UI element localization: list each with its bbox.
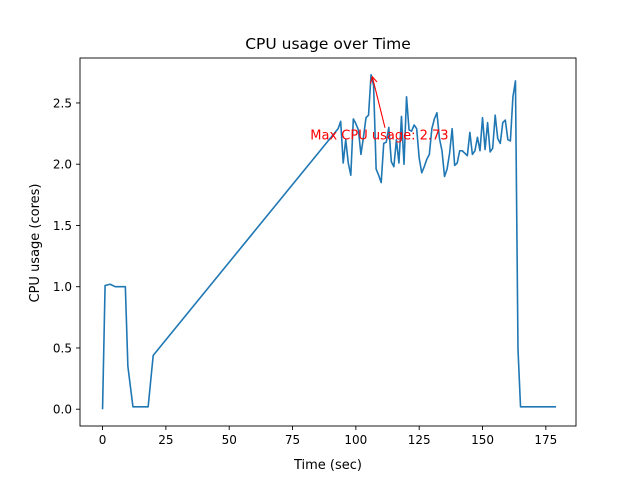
annotation-arrowhead [369, 75, 378, 84]
x-tick-label: 150 [471, 433, 494, 447]
x-tick-label: 75 [285, 433, 300, 447]
x-axis-label: Time (sec) [293, 458, 362, 473]
y-tick-label: 1.5 [53, 219, 72, 233]
y-tick-label: 2.5 [53, 96, 72, 110]
plot-frame [79, 57, 577, 427]
y-tick-label: 0.5 [53, 341, 72, 355]
x-tick-label: 50 [222, 433, 237, 447]
x-tick-label: 100 [344, 433, 367, 447]
plot-area: 0 25 50 75 100 125 150 175 0.0 0.5 1.0 1.5 2.0 2.5 [53, 57, 577, 447]
series-line-cpu-usage [101, 73, 556, 410]
y-tick-label: 0.0 [53, 403, 72, 417]
chart-title: CPU usage over Time [245, 35, 411, 53]
x-tick-label: 25 [158, 433, 173, 447]
annotation-label: Max CPU usage: 2.73 [310, 129, 448, 144]
x-tick-label: 175 [534, 433, 557, 447]
annotation-arrow [371, 76, 386, 128]
y-axis-label: CPU usage (cores) [28, 184, 43, 303]
x-tick-label: 125 [408, 433, 431, 447]
y-tick-label: 2.0 [53, 158, 72, 172]
x-tick-label: 0 [99, 433, 107, 447]
y-tick-label: 1.0 [53, 280, 72, 294]
